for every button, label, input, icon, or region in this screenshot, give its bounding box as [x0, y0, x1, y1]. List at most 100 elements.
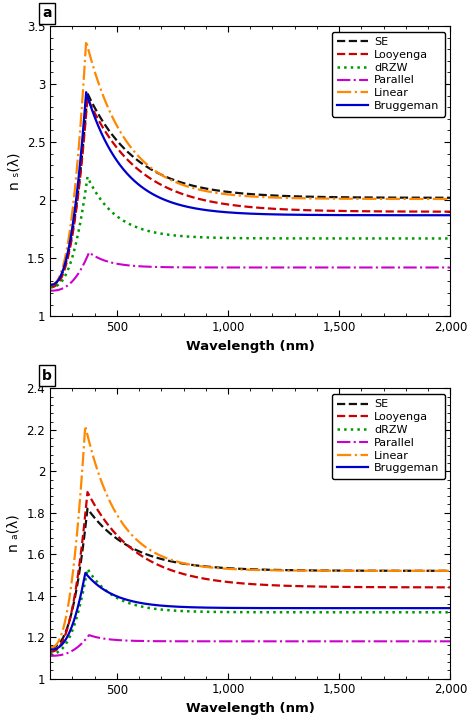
Line: SE: SE	[50, 509, 450, 648]
Parallel	[86, 631, 92, 640]
Text: b: b	[42, 369, 52, 383]
SE	[85, 505, 91, 513]
Looyenga	[447, 207, 453, 216]
Parallel	[117, 636, 122, 645]
Bruggeman	[117, 160, 122, 169]
dRZW	[447, 234, 453, 243]
SE	[201, 562, 207, 570]
Bruggeman	[93, 116, 99, 124]
Linear	[47, 281, 53, 290]
Line: Linear: Linear	[50, 426, 450, 648]
Line: Bruggeman: Bruggeman	[50, 92, 450, 285]
dRZW	[440, 608, 446, 617]
Looyenga	[117, 147, 122, 155]
Looyenga	[440, 207, 446, 216]
Parallel	[218, 637, 224, 645]
Looyenga	[440, 583, 446, 592]
Line: SE: SE	[50, 93, 450, 285]
Linear	[218, 189, 224, 198]
Linear	[47, 643, 53, 652]
Looyenga	[93, 503, 99, 511]
X-axis label: Wavelength (nm): Wavelength (nm)	[186, 339, 315, 352]
SE	[218, 187, 224, 196]
Linear	[218, 564, 224, 573]
Parallel	[86, 248, 92, 257]
Bruggeman	[47, 645, 53, 654]
dRZW	[93, 576, 99, 585]
dRZW	[397, 234, 402, 243]
dRZW	[93, 188, 99, 197]
Bruggeman	[440, 211, 446, 219]
Linear	[447, 567, 453, 575]
Parallel	[440, 263, 446, 271]
Looyenga	[85, 94, 91, 103]
SE	[397, 567, 402, 575]
Parallel	[447, 263, 453, 271]
Looyenga	[447, 583, 453, 592]
Y-axis label: n ₛ(λ): n ₛ(λ)	[7, 152, 21, 190]
Parallel	[440, 637, 446, 645]
dRZW	[85, 173, 91, 181]
Parallel	[117, 260, 122, 269]
Bruggeman	[447, 211, 453, 219]
Bruggeman	[440, 604, 446, 612]
Looyenga	[201, 196, 207, 204]
Line: dRZW: dRZW	[50, 177, 450, 287]
SE	[117, 139, 122, 148]
dRZW	[440, 234, 446, 243]
SE	[201, 184, 207, 193]
Linear	[397, 567, 402, 575]
Parallel	[397, 637, 402, 645]
Bruggeman	[397, 211, 402, 219]
X-axis label: Wavelength (nm): Wavelength (nm)	[186, 702, 315, 715]
dRZW	[85, 565, 91, 573]
Looyenga	[218, 199, 224, 208]
Parallel	[447, 637, 453, 645]
Looyenga	[47, 648, 53, 656]
dRZW	[117, 214, 122, 222]
dRZW	[47, 649, 53, 658]
SE	[440, 193, 446, 202]
Y-axis label: n ₐ(λ): n ₐ(λ)	[7, 515, 21, 552]
Line: Parallel: Parallel	[50, 253, 450, 291]
Line: Looyenga: Looyenga	[50, 98, 450, 287]
SE	[47, 643, 53, 652]
Bruggeman	[47, 281, 53, 290]
Linear	[440, 567, 446, 575]
Looyenga	[93, 111, 99, 120]
Bruggeman	[82, 569, 88, 578]
Bruggeman	[117, 593, 122, 601]
Bruggeman	[83, 88, 89, 97]
dRZW	[47, 283, 53, 292]
Parallel	[47, 287, 53, 295]
Linear	[83, 37, 89, 45]
Linear	[117, 126, 122, 135]
Line: dRZW: dRZW	[50, 569, 450, 653]
Linear	[93, 71, 99, 79]
Looyenga	[201, 574, 207, 583]
SE	[397, 193, 402, 202]
Linear	[201, 562, 207, 571]
Bruggeman	[218, 207, 224, 216]
SE	[93, 515, 99, 523]
SE	[440, 567, 446, 575]
Line: Bruggeman: Bruggeman	[50, 573, 450, 650]
dRZW	[218, 233, 224, 242]
dRZW	[201, 233, 207, 242]
SE	[117, 536, 122, 545]
SE	[447, 193, 453, 202]
Parallel	[93, 632, 99, 641]
SE	[447, 567, 453, 575]
Text: a: a	[42, 6, 52, 20]
Linear	[440, 195, 446, 204]
SE	[93, 105, 99, 114]
Looyenga	[85, 488, 91, 497]
Looyenga	[47, 283, 53, 292]
Linear	[201, 186, 207, 195]
Looyenga	[397, 207, 402, 216]
dRZW	[201, 607, 207, 616]
Bruggeman	[447, 604, 453, 612]
Linear	[93, 461, 99, 470]
Linear	[397, 195, 402, 204]
dRZW	[117, 595, 122, 604]
